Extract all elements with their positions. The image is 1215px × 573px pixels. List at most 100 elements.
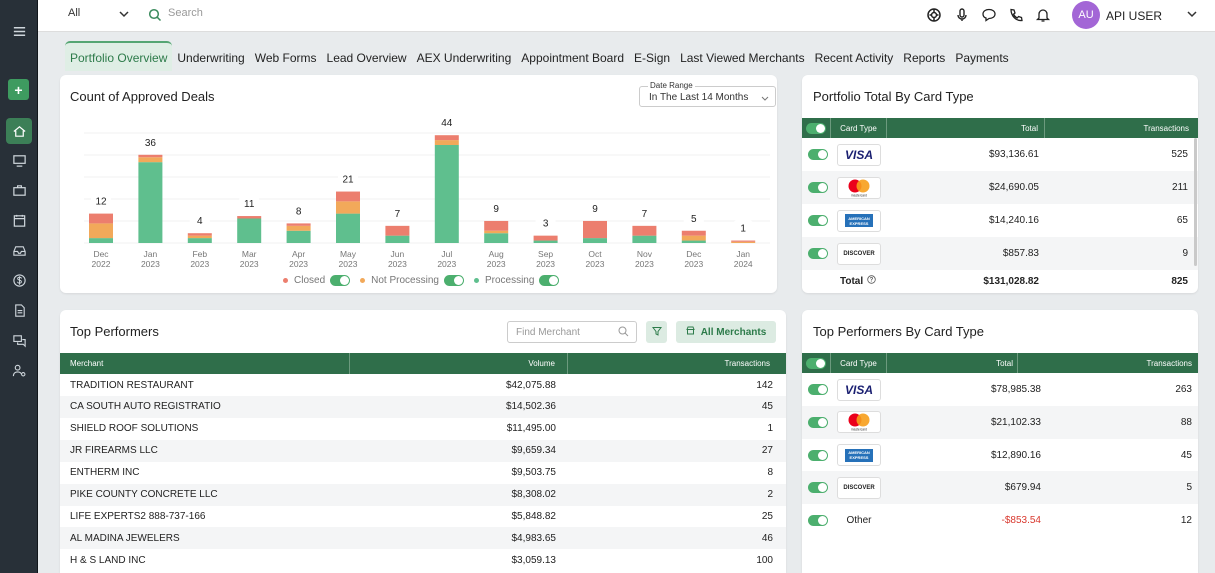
row-toggle[interactable]: [808, 449, 828, 461]
tab-aex-underwriting[interactable]: AEX Underwriting: [416, 51, 512, 65]
bar-segment-closed[interactable]: [533, 235, 558, 241]
row-toggle[interactable]: [808, 482, 828, 494]
bar-segment-closed[interactable]: [187, 233, 212, 236]
document-icon[interactable]: [8, 299, 30, 321]
row-toggle[interactable]: [808, 215, 828, 226]
legend-toggle[interactable]: [539, 275, 560, 286]
user-settings-icon[interactable]: [8, 359, 30, 381]
bell-icon[interactable]: [1035, 7, 1051, 23]
table-row[interactable]: AL MADINA JEWELERS $4,983.65 46: [60, 527, 786, 550]
date-range-select[interactable]: Date Range In The Last 14 Months: [639, 81, 776, 107]
table-row[interactable]: VISA $78,985.38 263: [802, 373, 1198, 406]
toggle-all[interactable]: [806, 357, 826, 369]
user-name[interactable]: API USER: [1106, 9, 1163, 23]
bar-segment-processing[interactable]: [583, 238, 607, 243]
merchant-name[interactable]: CA SOUTH AUTO REGISTRATIO: [70, 401, 221, 413]
bar-segment-closed[interactable]: [583, 220, 607, 239]
scope-select[interactable]: All: [68, 7, 81, 19]
dollar-icon[interactable]: [8, 269, 30, 291]
bar-segment-closed[interactable]: [138, 154, 163, 158]
bar-segment-not-processing[interactable]: [138, 157, 163, 163]
tab-underwriting[interactable]: Underwriting: [177, 51, 245, 65]
menu-icon[interactable]: [8, 20, 30, 42]
merchant-name[interactable]: JR FIREARMS LLC: [70, 445, 158, 457]
bar-segment-processing[interactable]: [89, 238, 113, 243]
bar-segment-not-processing[interactable]: [681, 235, 706, 241]
row-toggle[interactable]: [808, 515, 828, 527]
table-row[interactable]: Other -$853.54 12: [802, 504, 1198, 537]
table-row[interactable]: mastercard $21,102.33 88: [802, 405, 1198, 439]
bar-segment-closed[interactable]: [89, 213, 113, 224]
bar-segment-processing[interactable]: [533, 240, 558, 243]
tab-portfolio-overview[interactable]: Portfolio Overview: [65, 41, 173, 71]
chat-icon[interactable]: [981, 7, 997, 23]
bar-segment-closed[interactable]: [286, 223, 311, 226]
table-row[interactable]: JR FIREARMS LLC $9,659.34 27: [60, 439, 786, 462]
bar-segment-not-processing[interactable]: [731, 241, 756, 243]
bar-segment-not-processing[interactable]: [89, 223, 113, 239]
row-toggle[interactable]: [808, 248, 828, 259]
table-row[interactable]: TRADITION RESTAURANT $42,075.88 142: [60, 374, 786, 396]
bar-segment-closed[interactable]: [632, 225, 657, 236]
bar-segment-processing[interactable]: [681, 240, 706, 243]
bar-segment-processing[interactable]: [138, 162, 163, 243]
bar-segment-closed[interactable]: [434, 135, 459, 141]
merchant-name[interactable]: AL MADINA JEWELERS: [70, 532, 180, 544]
bar-segment-processing[interactable]: [336, 213, 360, 243]
merchant-name[interactable]: TRADITION RESTAURANT: [70, 379, 194, 391]
chat-icon[interactable]: [8, 329, 30, 351]
support-icon[interactable]: [926, 7, 942, 23]
table-row[interactable]: CA SOUTH AUTO REGISTRATIO $14,502.36 45: [60, 395, 786, 418]
find-merchant-input[interactable]: [516, 322, 616, 342]
table-row[interactable]: mastercard $24,690.05 211: [802, 171, 1198, 204]
inbox-icon[interactable]: [8, 239, 30, 261]
table-row[interactable]: PIKE COUNTY CONCRETE LLC $8,308.02 2: [60, 483, 786, 506]
tab-appointment-board[interactable]: Appointment Board: [521, 51, 625, 65]
chevron-down-icon[interactable]: [1186, 8, 1198, 23]
tab-recent-activity[interactable]: Recent Activity: [814, 51, 894, 65]
toggle-all[interactable]: [806, 122, 826, 134]
table-row[interactable]: H & S LAND INC $3,059.13 100: [60, 549, 786, 571]
bar-segment-processing[interactable]: [632, 235, 657, 243]
monitor-icon[interactable]: [8, 149, 30, 171]
table-row[interactable]: DISCOVER $679.94 5: [802, 471, 1198, 505]
table-row[interactable]: SHIELD ROOF SOLUTIONS $11,495.00 1: [60, 418, 786, 440]
bar-segment-not-processing[interactable]: [336, 201, 360, 214]
bar-segment-closed[interactable]: [731, 240, 756, 242]
bar-segment-not-processing[interactable]: [484, 230, 509, 234]
bar-segment-processing[interactable]: [484, 233, 509, 243]
tab-reports[interactable]: Reports: [903, 51, 946, 65]
bar-segment-closed[interactable]: [336, 191, 360, 202]
legend-toggle[interactable]: [330, 275, 351, 286]
table-row[interactable]: ENTHERM INC $9,503.75 8: [60, 462, 786, 484]
bar-segment-not-processing[interactable]: [286, 225, 311, 231]
merchant-name[interactable]: LIFE EXPERTS2 888-737-166: [70, 510, 206, 522]
tab-lead-overview[interactable]: Lead Overview: [326, 51, 407, 65]
merchant-name[interactable]: H & S LAND INC: [70, 554, 146, 566]
bar-segment-closed[interactable]: [681, 230, 706, 236]
merchant-name[interactable]: PIKE COUNTY CONCRETE LLC: [70, 489, 218, 500]
bar-segment-processing[interactable]: [434, 145, 459, 243]
tab-web-forms[interactable]: Web Forms: [254, 51, 317, 65]
table-row[interactable]: LIFE EXPERTS2 888-737-166 $5,848.82 25: [60, 505, 786, 527]
tab-e-sign[interactable]: E-Sign: [634, 51, 671, 65]
merchant-name[interactable]: ENTHERM INC: [70, 467, 140, 479]
row-toggle[interactable]: [808, 149, 828, 160]
table-row[interactable]: DISCOVER $857.83 9: [802, 237, 1198, 270]
add-icon[interactable]: +: [8, 79, 29, 100]
bar-segment-not-processing[interactable]: [187, 235, 212, 239]
microphone-icon[interactable]: [954, 7, 970, 23]
tab-payments[interactable]: Payments: [955, 51, 1009, 65]
table-row[interactable]: AMERICAN EXPRESS $12,890.16 45: [802, 439, 1198, 472]
table-row[interactable]: AMERICAN EXPRESS $14,240.16 65: [802, 204, 1198, 237]
filter-button[interactable]: [646, 321, 667, 343]
tab-last-viewed-merchants[interactable]: Last Viewed Merchants: [680, 51, 805, 65]
help-icon[interactable]: ?: [867, 275, 876, 287]
bar-segment-closed[interactable]: [385, 225, 410, 236]
bar-segment-not-processing[interactable]: [434, 140, 459, 145]
bar-segment-processing[interactable]: [187, 238, 212, 243]
avatar[interactable]: AU: [1072, 1, 1100, 29]
calendar-icon[interactable]: [8, 209, 30, 231]
table-row[interactable]: VISA $93,136.61 525: [802, 138, 1198, 171]
legend-toggle[interactable]: [443, 275, 464, 286]
